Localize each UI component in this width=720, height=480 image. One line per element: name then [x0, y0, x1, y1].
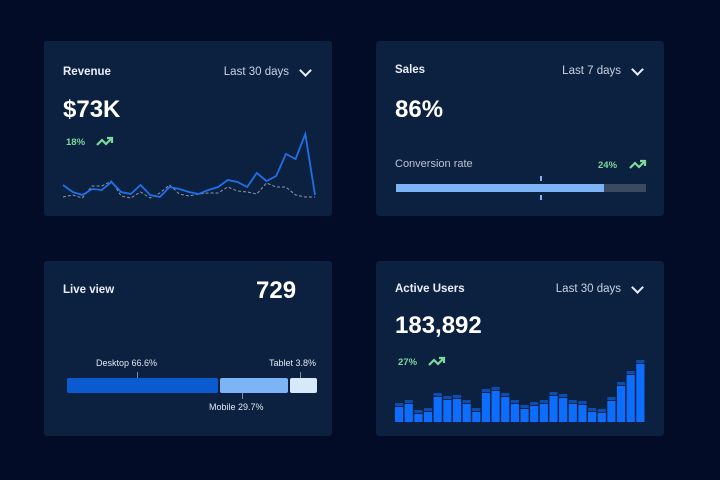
bar-cap: [520, 405, 529, 408]
conversion-progress-bar: [396, 184, 646, 192]
users-change: 27%: [398, 357, 418, 368]
bar: [616, 386, 626, 422]
revenue-line-chart: [62, 130, 316, 199]
desktop-segment: [67, 378, 219, 393]
bar-cap: [443, 396, 452, 399]
bar-cap: [452, 395, 462, 398]
bar-cap: [616, 382, 626, 385]
comparison-series-line: [62, 180, 315, 199]
sales-card: Sales Last 7 days 86% Conversion rate 24…: [376, 41, 664, 216]
bar: [520, 409, 529, 422]
bar: [395, 407, 404, 422]
revenue-range-dropdown[interactable]: Last 30 days: [223, 63, 312, 78]
bar: [626, 375, 635, 422]
bar-cap: [481, 389, 491, 392]
tablet-label: Tablet 3.8%: [269, 358, 317, 368]
target-marker: [540, 176, 542, 200]
bar-cap: [578, 401, 587, 404]
bar: [549, 396, 558, 422]
trend-up-icon: [428, 356, 446, 366]
bar: [481, 393, 491, 422]
revenue-change: 18%: [66, 137, 86, 148]
bar-cap: [433, 393, 442, 396]
bar: [588, 412, 597, 422]
live-view-card: Live view 729 Desktop 66.6% Tablet 3.8% …: [44, 261, 332, 436]
revenue-card: Revenue Last 30 days $73K 18%: [44, 41, 332, 216]
bar-cap: [491, 387, 500, 390]
bar: [636, 364, 645, 422]
revenue-value: $73K: [63, 96, 121, 123]
bar: [423, 412, 433, 422]
trend-up-icon: [629, 159, 647, 169]
mobile-label: Mobile 29.7%: [209, 402, 264, 412]
live-value: 729: [256, 277, 297, 304]
bar: [414, 414, 423, 422]
conversion-label: Conversion rate: [395, 158, 473, 170]
bar: [443, 400, 452, 422]
bar: [462, 404, 471, 422]
bar: [578, 405, 587, 422]
bar-cap: [423, 408, 433, 411]
bar: [501, 397, 510, 422]
device-share-bar: [67, 378, 317, 393]
bar: [597, 413, 606, 422]
bar-cap: [530, 402, 539, 405]
tablet-tick: [300, 372, 301, 378]
bar: [559, 398, 568, 422]
bar: [404, 404, 413, 422]
revenue-title: Revenue: [63, 66, 111, 78]
trend-up-icon: [96, 136, 114, 146]
range-label: Last 30 days: [223, 66, 289, 78]
bar-cap: [404, 400, 413, 403]
bar: [433, 397, 442, 422]
tablet-segment: [289, 378, 317, 393]
bar-cap: [626, 371, 635, 374]
active-users-card: Active Users Last 30 days 183,892 27%: [376, 261, 664, 436]
bar-cap: [559, 394, 568, 397]
users-title: Active Users: [395, 283, 465, 295]
sales-change: 24%: [598, 160, 618, 171]
users-value: 183,892: [395, 312, 482, 339]
bar: [491, 391, 500, 422]
mobile-segment: [220, 378, 288, 393]
bar: [510, 404, 519, 422]
bar: [530, 406, 539, 422]
bar: [472, 412, 481, 422]
bar-cap: [501, 393, 510, 396]
mobile-tick: [242, 393, 243, 399]
bar-cap: [549, 392, 558, 395]
users-range-dropdown[interactable]: Last 30 days: [555, 280, 644, 295]
revenue-series-line: [62, 130, 316, 198]
bar-cap: [636, 360, 645, 363]
range-label: Last 7 days: [562, 65, 621, 77]
bar-cap: [414, 410, 423, 413]
bar: [539, 404, 548, 422]
bar-cap: [607, 397, 616, 400]
bar: [452, 399, 462, 422]
bar-cap: [597, 409, 606, 412]
bar-cap: [395, 403, 404, 406]
bar-cap: [472, 408, 481, 411]
bar-cap: [539, 400, 548, 403]
users-bar-chart: [395, 360, 645, 422]
desktop-label: Desktop 66.6%: [96, 358, 158, 368]
sales-title: Sales: [395, 64, 426, 76]
bar-cap: [568, 400, 577, 403]
chevron-down-icon: [631, 62, 644, 76]
bar: [607, 401, 616, 422]
bar-cap: [510, 400, 519, 403]
sales-range-dropdown[interactable]: Last 7 days: [562, 62, 644, 77]
range-label: Last 30 days: [555, 283, 621, 295]
bar: [568, 404, 577, 422]
live-title: Live view: [63, 284, 115, 296]
bar-cap: [588, 408, 597, 411]
desktop-tick: [137, 372, 138, 378]
bar-cap: [462, 400, 471, 403]
sales-value: 86%: [395, 96, 444, 123]
conversion-progress-fill: [396, 184, 604, 192]
